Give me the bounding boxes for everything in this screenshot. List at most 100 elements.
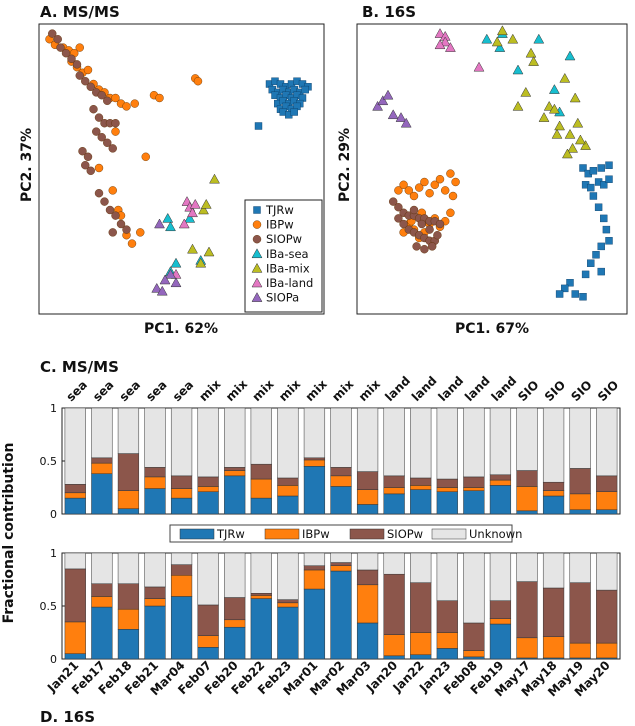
bar-segment-tjrw <box>91 473 113 515</box>
category-label: land <box>409 373 440 404</box>
bar-segment-siopw <box>91 583 113 597</box>
point-iba-mix <box>580 140 592 150</box>
point-tjrw <box>594 203 603 211</box>
bar-segment-unknown <box>463 407 485 478</box>
bar-segment-siopw <box>542 481 565 491</box>
point-tjrw <box>254 122 263 130</box>
panel-b-ylabel: PC2. 29% <box>337 128 353 202</box>
bar-legend-swatch-ibpw <box>264 528 300 540</box>
bar-segment-siopw <box>489 474 512 481</box>
point-siopw <box>72 60 82 69</box>
bar-segment-unknown <box>330 407 352 468</box>
bar-segment-unknown <box>542 407 565 483</box>
bar-segment-siopw <box>596 589 618 644</box>
panel-b-xlabel: PC1. 67% <box>455 321 529 337</box>
legend-label-iba-sea: IBa-sea <box>266 247 309 261</box>
legend-marker-iba-mix <box>251 262 263 273</box>
bar-segment-ibpw <box>356 584 379 624</box>
bar-segment-ibpw <box>596 642 618 659</box>
bar-segment-unknown <box>224 407 246 468</box>
point-iba-mix <box>195 257 207 268</box>
bar-segment-tjrw <box>117 629 140 660</box>
point-siopw <box>394 214 403 223</box>
point-iba-mix <box>200 198 212 209</box>
legend-marker-iba-land <box>251 277 263 288</box>
point-iba-mix <box>554 120 566 131</box>
bar-legend: TJRw IBPw SIOPw Unknown <box>169 524 522 543</box>
point-ibpw <box>394 186 403 195</box>
bar-segment-ibpw <box>224 470 246 477</box>
bar-segment-unknown <box>224 552 246 598</box>
legend-label-iba-land: IBa-land <box>266 276 313 290</box>
category-label: mix <box>303 377 330 404</box>
bar-segment-siopw <box>144 586 166 599</box>
point-siopw <box>78 146 87 156</box>
bar-segment-ibpw <box>224 619 246 628</box>
bar-segment-unknown <box>383 552 405 575</box>
point-siopw <box>389 197 398 206</box>
bar-segment-siopw <box>277 599 299 604</box>
bar-segment-ibpw <box>91 596 113 608</box>
point-iba-land <box>434 39 446 50</box>
point-iba-mix <box>569 92 581 103</box>
point-siopa <box>377 95 389 106</box>
point-iba-sea <box>170 257 182 268</box>
bar-segment-ibpw <box>436 632 458 649</box>
bar-legend-label-ibpw: IBPw <box>302 527 330 541</box>
point-iba-mix <box>496 25 508 36</box>
point-iba-mix <box>567 142 579 153</box>
bar-segment-unknown <box>303 407 326 459</box>
point-siopw <box>86 82 95 92</box>
point-siopa <box>387 109 399 120</box>
bar-segment-ibpw <box>542 636 565 659</box>
category-label: SIO <box>568 378 594 404</box>
bar-legend-swatch-siopw <box>349 528 385 540</box>
point-siopw <box>56 43 65 52</box>
bar-segment-unknown <box>516 552 538 582</box>
point-siopw <box>425 225 434 234</box>
bar-segment-siopw <box>383 573 405 635</box>
bar-segment-unknown <box>542 552 565 589</box>
bar-segment-unknown <box>250 407 272 465</box>
point-ibpw <box>409 191 419 201</box>
legend-marker-ibpw <box>252 220 262 229</box>
bar-segment-ibpw <box>303 459 326 467</box>
bar-segment-siopw <box>463 476 485 488</box>
point-iba-mix <box>559 72 571 83</box>
legend-label-ibpw: IBPw <box>266 218 294 232</box>
bar-segment-ibpw <box>303 569 326 590</box>
bar-segment-unknown <box>516 407 538 471</box>
point-siopw <box>111 118 120 128</box>
category-label: mix <box>196 377 223 404</box>
bar-segment-ibpw <box>64 621 86 654</box>
y-tick-label: 0 <box>50 653 57 666</box>
point-iba-land <box>434 28 446 38</box>
point-tjrw <box>600 181 608 189</box>
panel-a-ylabel: PC2. 37% <box>19 128 35 202</box>
category-label: sea <box>90 378 116 404</box>
bar-segment-siopw <box>224 467 246 471</box>
bar-segment-ibpw <box>330 475 352 487</box>
bar-segment-tjrw <box>596 509 618 515</box>
point-ibpw <box>193 76 203 86</box>
bar-segment-tjrw <box>463 490 485 515</box>
bar-segment-ibpw <box>197 635 219 648</box>
panel-b-frame <box>356 23 628 315</box>
panel-c-plot: 00.51 <box>40 402 618 521</box>
legend-label-iba-mix: IBa-mix <box>266 261 310 275</box>
bar-segment-siopw <box>197 604 219 636</box>
bar-segment-ibpw <box>383 487 405 495</box>
bar-segment-ibpw <box>596 491 618 511</box>
bar-segment-unknown <box>277 552 299 600</box>
point-siopw <box>409 205 419 215</box>
bar-segment-tjrw <box>224 475 246 515</box>
bar-segment-ibpw <box>436 487 458 492</box>
point-tjrw <box>579 164 587 172</box>
bar-segment-unknown <box>144 407 166 468</box>
bar-segment-ibpw <box>356 489 379 505</box>
bar-segment-unknown <box>170 552 193 565</box>
bar-segment-unknown <box>596 552 618 591</box>
bar-segment-tjrw <box>569 509 591 515</box>
bar-legend-label-siopw: SIOPw <box>387 527 423 541</box>
point-iba-sea <box>512 64 524 75</box>
